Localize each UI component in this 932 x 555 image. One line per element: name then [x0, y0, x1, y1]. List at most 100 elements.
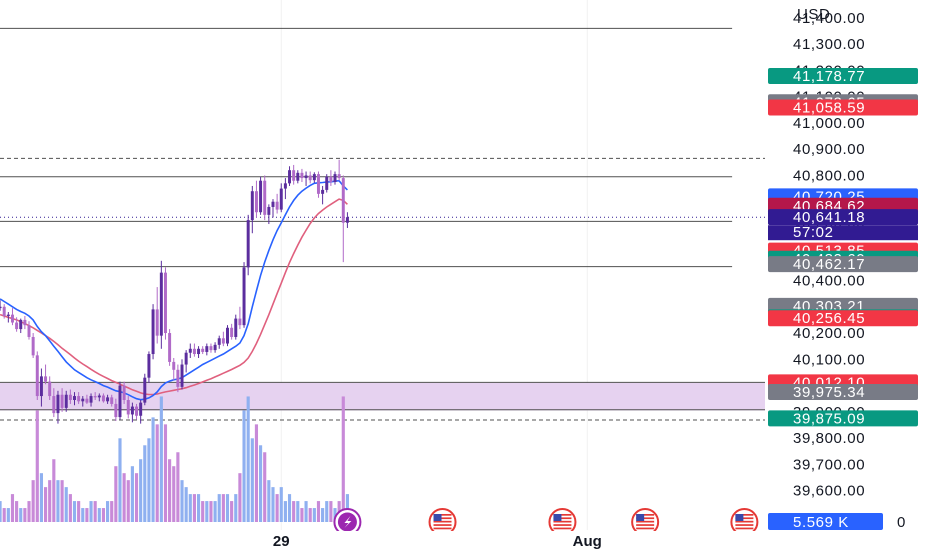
candle[interactable]	[110, 394, 114, 407]
candle[interactable]	[73, 392, 76, 406]
candle[interactable]	[184, 350, 188, 373]
candle[interactable]	[217, 335, 221, 349]
candle[interactable]	[52, 388, 56, 418]
candle[interactable]	[126, 396, 130, 419]
volume-bar	[168, 459, 172, 522]
candle[interactable]	[2, 304, 6, 319]
candle[interactable]	[151, 304, 155, 360]
candle[interactable]	[60, 388, 64, 412]
candle[interactable]	[114, 398, 118, 422]
candle[interactable]	[122, 381, 126, 404]
candle[interactable]	[192, 343, 196, 357]
candle[interactable]	[242, 262, 246, 328]
candle[interactable]	[226, 325, 229, 347]
candle[interactable]	[48, 376, 52, 400]
candle[interactable]	[254, 180, 258, 218]
candle[interactable]	[93, 392, 97, 400]
candle[interactable]	[176, 364, 180, 393]
candle[interactable]	[139, 400, 143, 424]
us-flag-event-icon[interactable]	[548, 508, 577, 536]
candle[interactable]	[39, 368, 43, 407]
candle[interactable]	[275, 193, 279, 214]
candle[interactable]	[263, 175, 267, 221]
candle[interactable]	[230, 323, 234, 340]
candle[interactable]	[279, 183, 283, 213]
candle[interactable]	[209, 343, 213, 353]
candle[interactable]	[130, 402, 134, 423]
horizontal-levels[interactable]	[0, 27, 765, 421]
candle[interactable]	[0, 300, 2, 311]
volume-bar	[213, 501, 217, 522]
candle[interactable]	[147, 351, 151, 383]
candle[interactable]	[234, 314, 238, 340]
candle[interactable]	[118, 381, 122, 420]
candles[interactable]	[0, 159, 349, 424]
candle[interactable]	[56, 390, 60, 424]
candle[interactable]	[321, 185, 325, 205]
candle[interactable]	[201, 346, 205, 355]
candle[interactable]	[10, 308, 14, 326]
candle[interactable]	[172, 357, 176, 381]
candle[interactable]	[250, 185, 254, 234]
candle[interactable]	[345, 212, 349, 228]
candle[interactable]	[68, 389, 72, 404]
candle[interactable]	[106, 394, 110, 404]
candle[interactable]	[341, 175, 345, 263]
candle[interactable]	[337, 159, 341, 181]
volume-bar	[184, 487, 188, 522]
event-markers[interactable]	[333, 508, 759, 536]
candle[interactable]	[213, 342, 217, 353]
price-axis[interactable]: 39,600.0039,700.0039,800.0039,900.0040,0…	[770, 0, 932, 550]
candle[interactable]	[296, 170, 300, 184]
candle[interactable]	[89, 393, 93, 407]
candle[interactable]	[135, 403, 139, 420]
candle[interactable]	[77, 392, 81, 404]
candle[interactable]	[259, 176, 263, 215]
candle[interactable]	[81, 396, 85, 407]
candle[interactable]	[205, 343, 209, 356]
candle[interactable]	[19, 318, 23, 334]
us-flag-event-icon[interactable]	[631, 508, 660, 536]
candle[interactable]	[197, 346, 201, 358]
candle[interactable]	[316, 171, 320, 198]
candle[interactable]	[97, 393, 101, 402]
us-flag-event-icon[interactable]	[428, 508, 457, 536]
candle[interactable]	[101, 393, 105, 403]
candle[interactable]	[271, 199, 275, 218]
candle[interactable]	[15, 317, 19, 332]
candle[interactable]	[333, 171, 337, 185]
candle[interactable]	[325, 174, 329, 193]
candle[interactable]	[85, 394, 89, 404]
candle[interactable]	[27, 321, 31, 340]
candle[interactable]	[159, 260, 163, 349]
time-axis[interactable]: 29 Aug	[0, 531, 770, 550]
candle[interactable]	[35, 351, 39, 400]
candle[interactable]	[300, 168, 304, 183]
candle[interactable]	[283, 178, 287, 200]
candle[interactable]	[155, 287, 159, 344]
candle[interactable]	[188, 343, 192, 358]
candle[interactable]	[267, 204, 271, 225]
candle[interactable]	[6, 312, 10, 323]
candle[interactable]	[221, 331, 225, 347]
candle[interactable]	[329, 170, 333, 186]
candle[interactable]	[238, 306, 242, 330]
candle[interactable]	[31, 333, 35, 358]
candle-body	[2, 306, 6, 316]
candle[interactable]	[308, 171, 312, 184]
flag-stripe	[735, 514, 754, 516]
candle[interactable]	[180, 359, 184, 390]
candle[interactable]	[168, 329, 172, 366]
candle[interactable]	[304, 171, 308, 186]
candle[interactable]	[64, 390, 68, 412]
candle[interactable]	[288, 166, 292, 186]
candle[interactable]	[23, 315, 27, 330]
candle[interactable]	[246, 214, 250, 276]
candle[interactable]	[44, 364, 48, 385]
candle[interactable]	[312, 172, 316, 183]
candle[interactable]	[143, 373, 147, 406]
candle[interactable]	[292, 164, 296, 185]
candle[interactable]	[163, 267, 167, 340]
